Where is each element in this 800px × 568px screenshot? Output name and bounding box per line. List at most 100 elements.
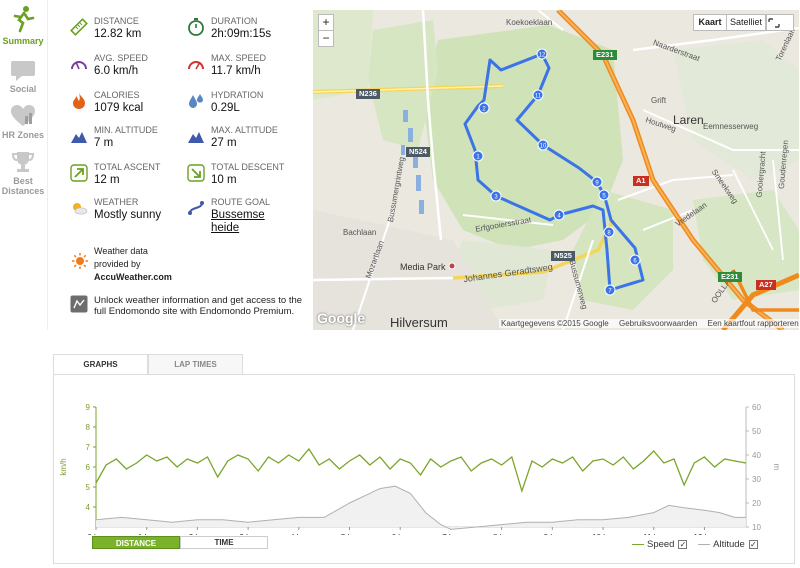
legend-altitude-label: Altitude bbox=[713, 539, 745, 550]
route-icon bbox=[188, 201, 204, 215]
x-tick-label: 0 km bbox=[87, 533, 105, 535]
y-tick-label: 9 bbox=[86, 403, 91, 412]
y2-tick-label: 30 bbox=[752, 475, 761, 484]
map-type-map-button[interactable]: Kaart bbox=[693, 14, 727, 31]
route-marker-7[interactable]: 7 bbox=[604, 284, 616, 296]
nav-social[interactable]: Social bbox=[0, 60, 46, 94]
mountain-min-icon bbox=[71, 132, 87, 143]
x-tick-label: 11 km bbox=[643, 533, 665, 535]
stat-min-altitude-value: 7 m bbox=[94, 137, 114, 149]
speed-series-line bbox=[95, 447, 747, 494]
svg-text:7: 7 bbox=[608, 289, 612, 295]
heart-chart-icon bbox=[11, 105, 35, 126]
map-data-credit: Kaartgegevens ©2015 Google bbox=[501, 319, 609, 328]
y2-tick-label: 50 bbox=[752, 427, 761, 436]
y-axis-label: km/h bbox=[59, 458, 68, 475]
stat-max-altitude-value: 27 m bbox=[211, 137, 237, 149]
map-label-eemnesserweg: Eemnesserweg bbox=[703, 122, 759, 131]
report-map-error-link[interactable]: Een kaartfout rapporteren bbox=[707, 319, 799, 328]
stat-distance-value: 12.82 km bbox=[94, 28, 142, 40]
stat-distance-label: DISTANCE bbox=[94, 16, 139, 26]
route-marker-10[interactable]: 10 bbox=[537, 139, 549, 151]
x-tick-label: 2 km bbox=[189, 533, 207, 535]
road-sign-n524: N524 bbox=[406, 147, 430, 157]
chart-legend: Speed ✓ Altitude ✓ bbox=[632, 539, 766, 550]
map-zoom-in-button[interactable]: + bbox=[318, 14, 334, 31]
map-label-grift: Grift bbox=[651, 96, 667, 105]
legend-speed-label: Speed bbox=[647, 539, 675, 550]
terms-link[interactable]: Gebruiksvoorwaarden bbox=[618, 319, 698, 328]
unlock-text: Unlock weather information and get acces… bbox=[94, 295, 303, 317]
map-label-bachlaan: Bachlaan bbox=[343, 228, 377, 237]
stat-total-ascent-value: 12 m bbox=[94, 174, 120, 186]
y-tick-label: 8 bbox=[86, 423, 91, 432]
route-marker-3[interactable]: 3 bbox=[490, 190, 502, 202]
stat-max-speed-label: MAX. SPEED bbox=[211, 53, 267, 63]
nav-hr-zones[interactable]: HR Zones bbox=[0, 104, 46, 140]
accuweather-sun-icon bbox=[72, 253, 88, 269]
route-marker-9[interactable]: 9 bbox=[591, 176, 603, 188]
x-tick-label: 3 km bbox=[239, 533, 257, 535]
stat-calories-label: CALORIES bbox=[94, 90, 140, 100]
stat-avg-speed-value: 6.0 km/h bbox=[94, 65, 139, 77]
map-zoom-out-button[interactable]: − bbox=[318, 30, 334, 47]
x-axis-distance-toggle[interactable]: DISTANCE bbox=[92, 536, 180, 549]
route-marker-8[interactable]: 8 bbox=[603, 226, 615, 238]
nav-social-label: Social bbox=[9, 84, 37, 94]
y2-tick-label: 10 bbox=[752, 523, 761, 532]
map-label-koekoeklaan: Koekoeklaan bbox=[506, 18, 553, 27]
route-goal-link[interactable]: Bussemse heide bbox=[211, 209, 265, 235]
arrow-up-right-icon bbox=[70, 164, 88, 182]
svg-text:4: 4 bbox=[557, 214, 561, 220]
stat-calories-value: 1079 kcal bbox=[94, 102, 144, 114]
speed-altitude-chart[interactable]: 9 8 7 6 5 4 60 50 40 30 20 10 0 km 1 km 2 km 3 km 4 km 5 … bbox=[54, 375, 794, 535]
svg-text:3: 3 bbox=[494, 195, 498, 201]
map-type-satellite-button[interactable]: Satelliet bbox=[726, 14, 766, 31]
route-marker-2[interactable]: 2 bbox=[478, 102, 490, 114]
stat-weather-value: Mostly sunny bbox=[94, 209, 162, 221]
x-tick-label: 5 km bbox=[341, 533, 359, 535]
y2-tick-label: 60 bbox=[752, 403, 761, 412]
arrow-down-right-icon bbox=[187, 164, 205, 182]
route-marker-1[interactable]: 1 bbox=[472, 150, 484, 162]
svg-text:12: 12 bbox=[539, 53, 546, 59]
svg-text:10: 10 bbox=[540, 144, 547, 150]
y2-tick-label: 40 bbox=[752, 451, 761, 460]
map-fullscreen-button[interactable] bbox=[766, 14, 794, 31]
weather-credit-line1: Weather data bbox=[94, 246, 148, 256]
nav-summary-label: Summary bbox=[2, 36, 44, 46]
road-sign-n236: N236 bbox=[356, 89, 380, 99]
legend-altitude-checkbox[interactable]: ✓ bbox=[748, 539, 758, 549]
route-marker-12[interactable]: 12 bbox=[536, 48, 548, 60]
route-marker-11[interactable]: 11 bbox=[532, 89, 544, 101]
x-tick-label: 8 km bbox=[493, 533, 511, 535]
map-label-hilversum: Hilversum bbox=[390, 315, 448, 330]
accuweather-link[interactable]: AccuWeather.com bbox=[94, 272, 172, 282]
nav-best-distances[interactable]: Best Distances bbox=[0, 150, 46, 196]
route-marker-5[interactable]: 5 bbox=[598, 189, 610, 201]
road-sign-a27: A27 bbox=[756, 280, 776, 290]
x-axis-time-toggle[interactable]: TIME bbox=[180, 536, 268, 549]
tab-graphs[interactable]: GRAPHS bbox=[53, 354, 148, 374]
stat-hydration-value: 0.29L bbox=[211, 102, 240, 114]
expand-icon bbox=[768, 18, 780, 28]
stat-hydration-label: HYDRATION bbox=[211, 90, 264, 100]
road-sign-e231-south: E231 bbox=[718, 272, 742, 282]
route-marker-6[interactable]: 6 bbox=[629, 254, 641, 266]
legend-speed-swatch bbox=[632, 543, 644, 545]
nav-divider bbox=[47, 0, 48, 330]
stat-max-altitude-label: MAX. ALTITUDE bbox=[211, 125, 278, 135]
stat-total-descent-value: 10 m bbox=[211, 174, 237, 186]
map-label-laren: Laren bbox=[673, 113, 704, 127]
gauge-avg-icon bbox=[71, 61, 87, 70]
route-map[interactable]: 1 2 3 4 5 6 7 8 9 10 11 12 Koekoeklaan Naarderstraa… bbox=[313, 10, 799, 330]
route-marker-4[interactable]: 4 bbox=[553, 209, 565, 221]
legend-altitude-swatch bbox=[698, 543, 711, 545]
legend-speed-checkbox[interactable]: ✓ bbox=[678, 539, 688, 549]
map-attribution: Kaartgegevens ©2015 Google Gebruiksvoorw… bbox=[499, 319, 799, 328]
nav-summary[interactable]: Summary bbox=[0, 4, 46, 46]
water-drops-icon bbox=[189, 94, 203, 108]
stat-max-speed-value: 11.7 km/h bbox=[211, 65, 261, 77]
tab-lap-times[interactable]: LAP TIMES bbox=[148, 354, 243, 374]
google-logo: Google bbox=[317, 310, 366, 326]
